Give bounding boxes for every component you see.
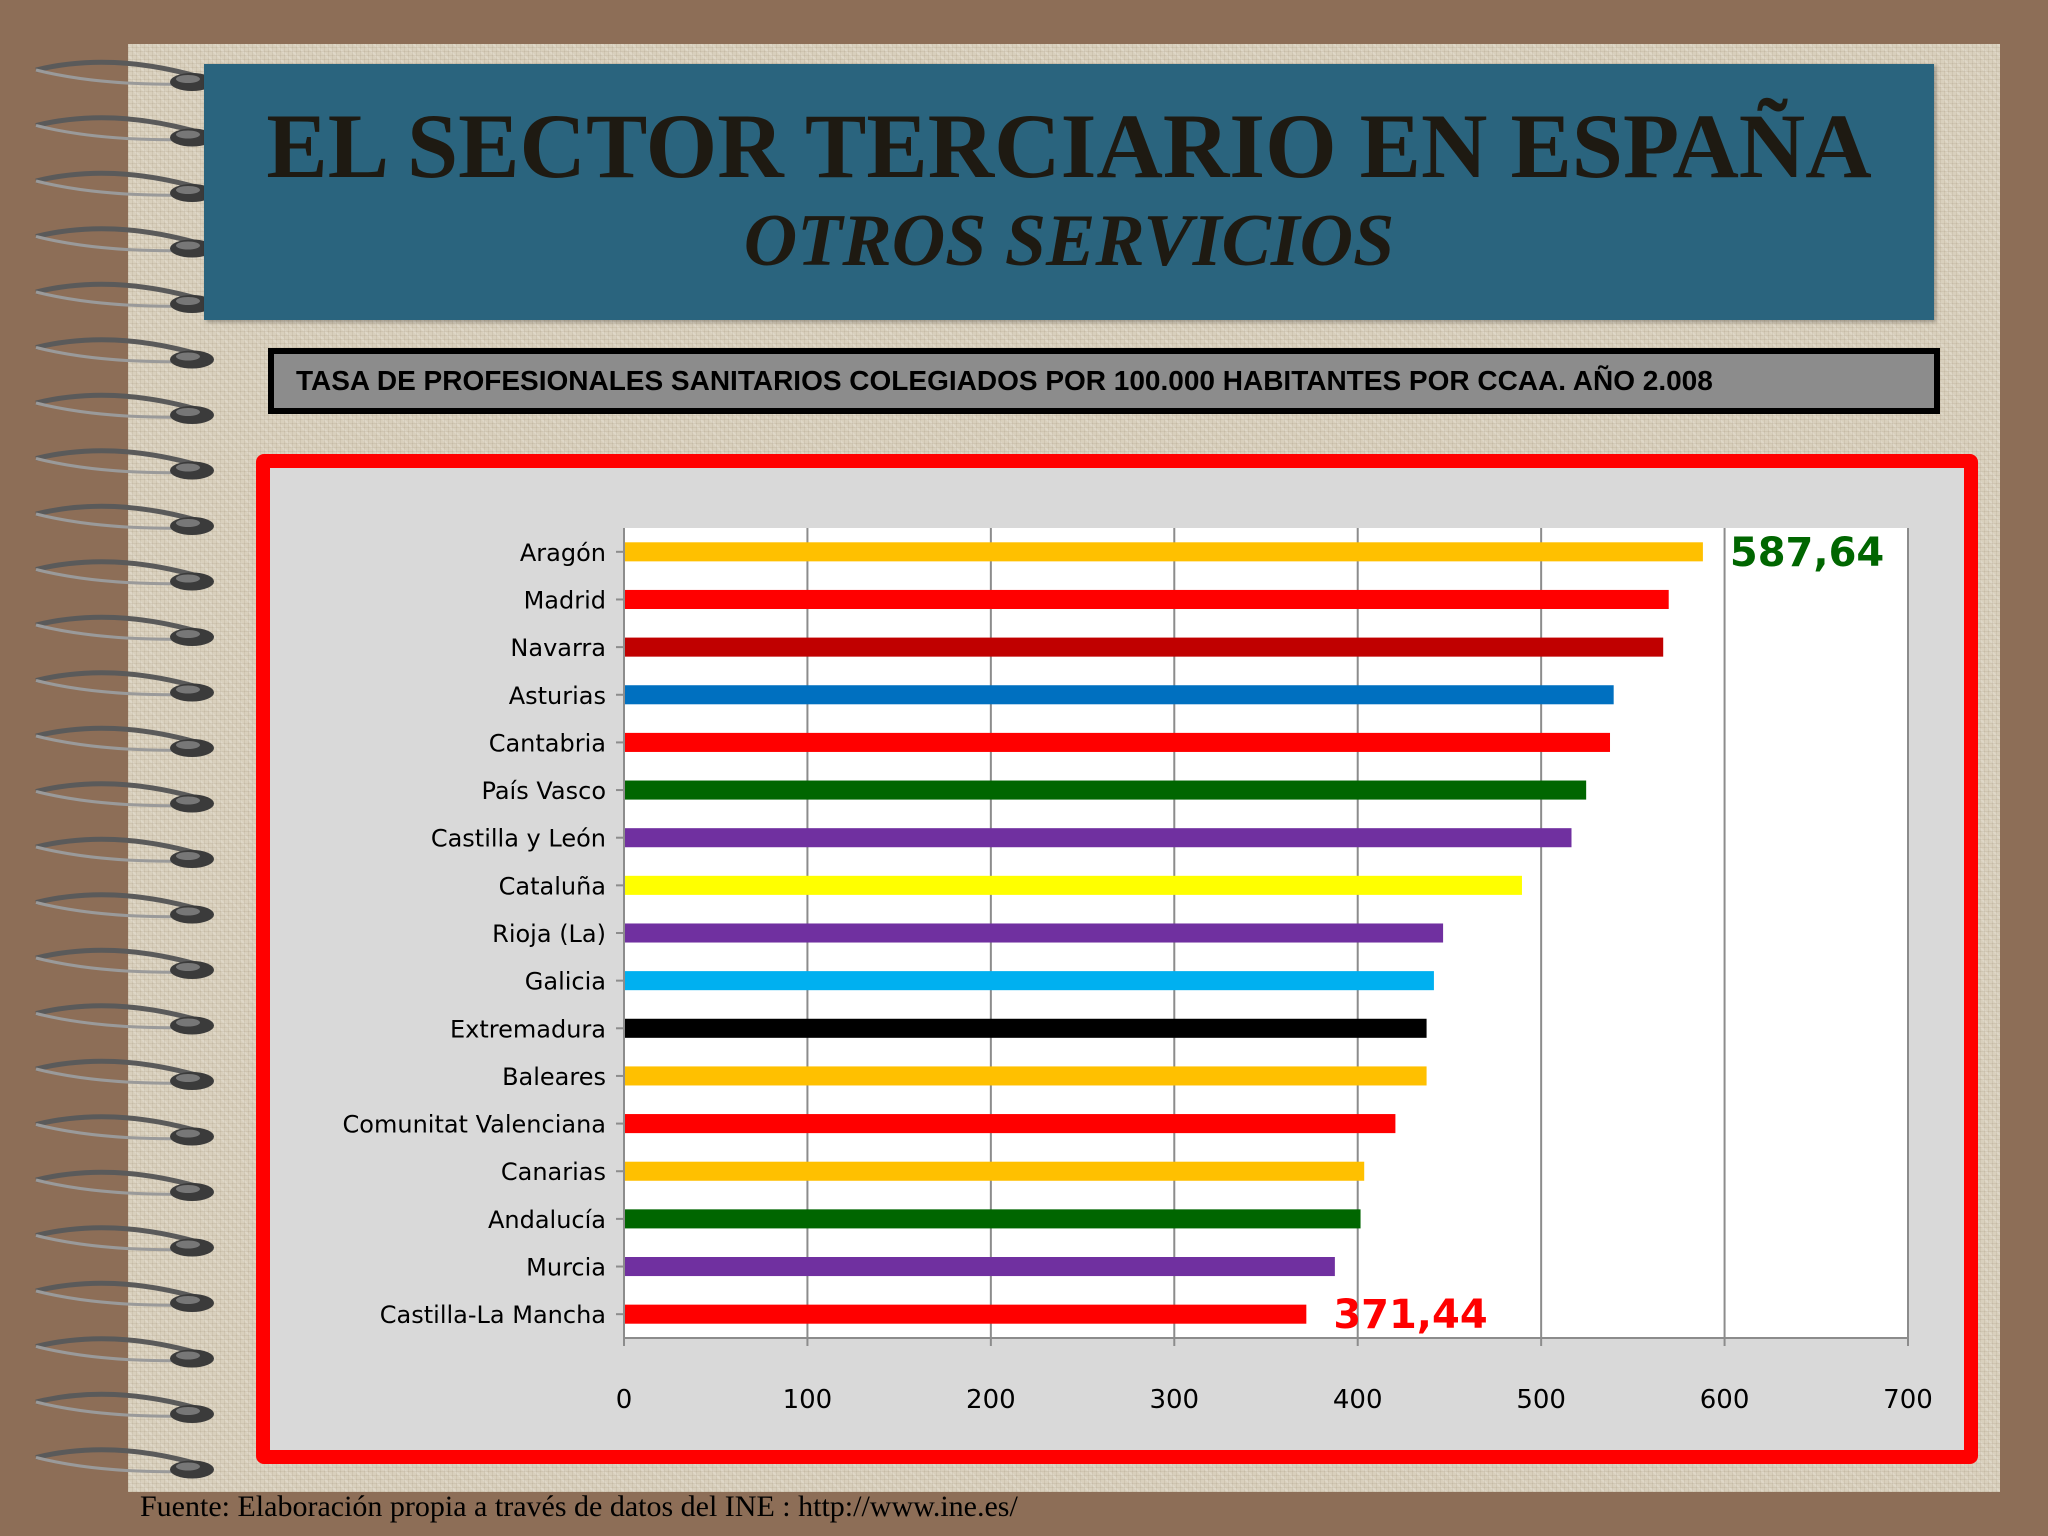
page-title: EL SECTOR TERCIARIO EN ESPAÑA: [266, 95, 1872, 197]
category-label: Extremadura: [450, 1015, 606, 1043]
spiral-ring: [35, 448, 214, 480]
x-tick-label: 400: [1333, 1385, 1383, 1415]
source-note: Fuente: Elaboración propia a través de d…: [140, 1490, 1018, 1523]
x-tick-label: 200: [966, 1385, 1016, 1415]
category-label: Cataluña: [499, 872, 606, 900]
x-tick-label: 700: [1883, 1385, 1933, 1415]
spiral-ring: [35, 1058, 214, 1090]
category-label: Castilla y León: [431, 825, 606, 853]
bar: [625, 732, 1611, 752]
bar-chart: 0 100 200 300 400 500 600 700 Aragón Madrid Navarr…: [343, 528, 1933, 1415]
spiral-ring: [35, 337, 214, 369]
spiral-ring: [35, 281, 214, 313]
category-label: Aragón: [520, 539, 606, 567]
category-label: Andalucía: [488, 1206, 606, 1234]
chart-title-box: TASA DE PROFESIONALES SANITARIOS COLEGIA…: [268, 348, 1940, 414]
spiral-ring: [35, 892, 214, 924]
spiral-ring: [35, 1447, 214, 1479]
spiral-ring: [35, 115, 214, 147]
bar: [625, 1161, 1365, 1181]
category-label: Asturias: [509, 682, 606, 710]
category-label: Canarias: [501, 1158, 606, 1186]
category-label: Castilla-La Mancha: [380, 1301, 606, 1329]
category-label: Madrid: [524, 586, 606, 614]
data-label: 371,44: [1333, 1292, 1487, 1338]
bar: [625, 1257, 1335, 1277]
spiral-ring: [35, 781, 214, 813]
bar: [625, 1114, 1396, 1134]
spiral-ring: [35, 1280, 214, 1312]
title-banner: EL SECTOR TERCIARIO EN ESPAÑA OTROS SERV…: [204, 64, 1934, 320]
category-label: Rioja (La): [492, 920, 606, 948]
bar: [625, 923, 1444, 943]
spiral-ring: [35, 226, 214, 258]
spiral-ring: [35, 836, 214, 868]
spiral-ring: [35, 947, 214, 979]
x-tick-label: 600: [1700, 1385, 1750, 1415]
spiral-binding: [35, 59, 214, 1479]
bar: [625, 589, 1669, 609]
category-label: Navarra: [510, 634, 606, 662]
bar: [625, 780, 1587, 800]
category-label: Baleares: [502, 1063, 606, 1091]
spiral-ring: [35, 59, 214, 91]
bar: [625, 1018, 1427, 1038]
spiral-ring: [35, 1391, 214, 1423]
category-label: Galicia: [525, 968, 606, 996]
x-tick-label: 500: [1516, 1385, 1566, 1415]
spiral-ring: [35, 559, 214, 591]
spiral-ring: [35, 392, 214, 424]
page-subtitle: OTROS SERVICIOS: [743, 200, 1395, 282]
category-label: País Vasco: [481, 777, 606, 805]
spiral-ring: [35, 670, 214, 702]
bar: [625, 875, 1522, 895]
bar: [625, 1066, 1427, 1086]
bar: [625, 828, 1572, 848]
spiral-ring: [35, 1003, 214, 1035]
spiral-ring: [35, 1336, 214, 1368]
spiral-ring: [35, 170, 214, 202]
chart-frame: 0 100 200 300 400 500 600 700 Aragón Madrid Navarr…: [256, 454, 1978, 1464]
bar: [625, 1304, 1307, 1324]
bar: [625, 1209, 1361, 1229]
chart-title: TASA DE PROFESIONALES SANITARIOS COLEGIA…: [296, 365, 1713, 396]
category-label: Murcia: [526, 1254, 606, 1282]
x-tick-label: 300: [1149, 1385, 1199, 1415]
spiral-ring: [35, 503, 214, 535]
data-label: 587,64: [1730, 530, 1884, 576]
bar: [625, 685, 1614, 705]
category-label: Cantabria: [489, 729, 606, 757]
spiral-ring: [35, 614, 214, 646]
bar: [625, 971, 1434, 991]
spiral-ring: [35, 1169, 214, 1201]
x-tick-label: 100: [783, 1385, 833, 1415]
category-label: Comunitat Valenciana: [343, 1111, 606, 1139]
bar: [625, 542, 1703, 562]
bar: [625, 637, 1664, 657]
spiral-ring: [35, 1225, 214, 1257]
spiral-ring: [35, 1114, 214, 1146]
spiral-ring: [35, 725, 214, 757]
x-tick-label: 0: [616, 1385, 633, 1415]
